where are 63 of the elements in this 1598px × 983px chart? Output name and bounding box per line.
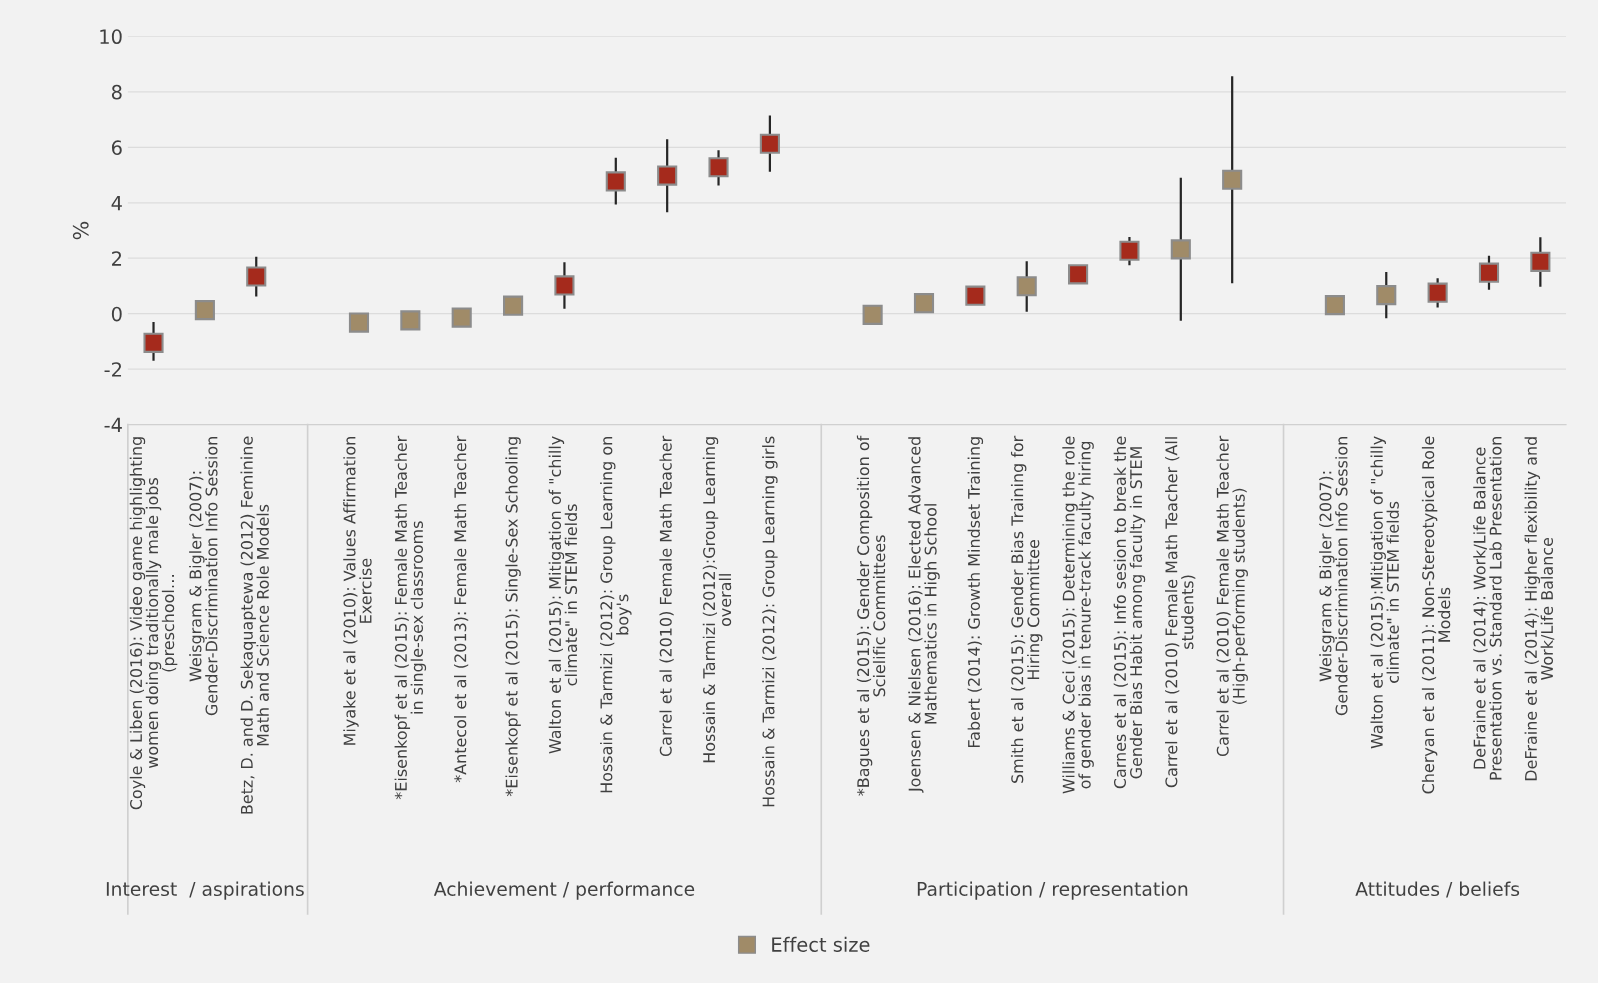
x-tick-label: Betz, D. and D. Sekaquaptewa (2012) Feminine Math and Science Role Models bbox=[240, 436, 269, 814]
x-tick-label: Walton et al (2015):Mitigation of "chilly climate" in STEM fields bbox=[1370, 436, 1399, 749]
y-tick-label: 10 bbox=[100, 29, 122, 45]
point bbox=[913, 293, 935, 314]
x-tick-label: DeFraine et al (2014): Higher flexibility and Work/Life Balance bbox=[1524, 437, 1555, 781]
point bbox=[1478, 262, 1500, 283]
point bbox=[348, 312, 370, 333]
point bbox=[1530, 251, 1551, 272]
point bbox=[503, 295, 524, 316]
x-tick-label: DeFraine et al (2014): Work/Life Balance Presentation vs. Standard Lab Presentation bbox=[1473, 437, 1502, 780]
point bbox=[605, 171, 626, 192]
x-tick-label: *Eisenkopf et al (2015): Female Math Teacher in single-sex classrooms bbox=[394, 435, 427, 800]
x-tick-label: Coyle & Liben (2016): Video game highlighting women doing traditionally male jobs (preschool… bbox=[129, 437, 178, 810]
x-tick-label: Cheryan et al (2011): Non-Stereotypical Role Models bbox=[1421, 436, 1451, 794]
point bbox=[708, 157, 729, 178]
text: Interest / aspirations bbox=[106, 881, 304, 900]
text: Attitudes / beliefs bbox=[1355, 881, 1520, 898]
x-tick-label: Williams & Ceci (2015): Determining the role of gender bias in tenure-track faculty hiring bbox=[1062, 436, 1094, 794]
y-tick-label: 8 bbox=[111, 84, 122, 100]
y-tick-label: 6 bbox=[111, 140, 122, 155]
x-tick-label: Walton et al (2015): Mitigation of "chilly climate" in STEM fields bbox=[548, 436, 578, 754]
y-tick-label: 4 bbox=[111, 195, 122, 211]
x-tick-label: Carnes et al (2015): Info sesion to break the Gender Bias Habit among faculty in STEM bbox=[1113, 436, 1146, 789]
point bbox=[451, 307, 472, 328]
point bbox=[1376, 285, 1397, 306]
x-tick-label: Weisgram & Bigler (2007): Gender-Discrimination Info Session bbox=[189, 437, 218, 716]
point bbox=[759, 133, 780, 154]
point bbox=[143, 332, 164, 353]
point bbox=[194, 300, 215, 321]
text: Achievement / performance bbox=[433, 881, 695, 900]
y-tick-label: 0 bbox=[111, 306, 122, 322]
point bbox=[1170, 239, 1191, 260]
x-tick-label: Hossain & Tarmizi (2012): Group Learning on boy's bbox=[600, 437, 632, 793]
x-tick-label: Carrel et al (2010) Female Math Teacher (High-performing students) bbox=[1216, 435, 1248, 757]
point bbox=[1324, 295, 1345, 316]
x-tick-label: Carrel et al (2010) Female Math Teacher (All students) bbox=[1165, 437, 1196, 788]
x-tick-label: Weisgram & Bigler (2007): Gender-Discrimination Info Session bbox=[1319, 437, 1348, 716]
x-tick-label: Smith et al (2015): Gender Bias Training for Hiring Committee bbox=[1010, 435, 1043, 783]
y-tick-label: -4 bbox=[104, 417, 122, 433]
point bbox=[657, 165, 678, 186]
point bbox=[246, 266, 267, 287]
y-tick-label: -2 bbox=[104, 362, 122, 377]
point bbox=[862, 304, 883, 325]
point bbox=[1016, 276, 1037, 297]
x-tick-label: *Antecol et al (2013): Female Math Teacher bbox=[453, 435, 469, 783]
point bbox=[554, 275, 575, 296]
x-tick-label: *Eisenkopf et al (2015): Single-Sex Schooling bbox=[505, 437, 521, 797]
text: Participation / representation bbox=[917, 881, 1188, 900]
y-axis-title: % bbox=[72, 221, 89, 240]
x-tick-label: Carrel et al (2010) Female Math Teacher bbox=[659, 435, 674, 757]
x-tick-label: *Bagues et al (2015): Gender Composition of Scielific Committees bbox=[856, 435, 886, 796]
point bbox=[1119, 240, 1140, 261]
x-tick-label: Fabert (2014): Growth Mindset Training bbox=[967, 437, 984, 748]
legend-label: Effect size bbox=[772, 936, 870, 952]
x-tick-label: Miyake et al (2010): Values Affirmation Exercise bbox=[343, 437, 372, 745]
point bbox=[1068, 264, 1089, 285]
point bbox=[965, 285, 986, 306]
point bbox=[1427, 282, 1448, 303]
x-tick-label: Hossain & Tarmizi (2012): Group Learning girls bbox=[762, 436, 778, 807]
x-tick-label: Hossain & Tarmizi (2012):Group Learning overall bbox=[702, 437, 732, 763]
y-tick-label: 2 bbox=[112, 251, 122, 266]
point bbox=[400, 310, 421, 331]
point bbox=[1222, 169, 1243, 190]
